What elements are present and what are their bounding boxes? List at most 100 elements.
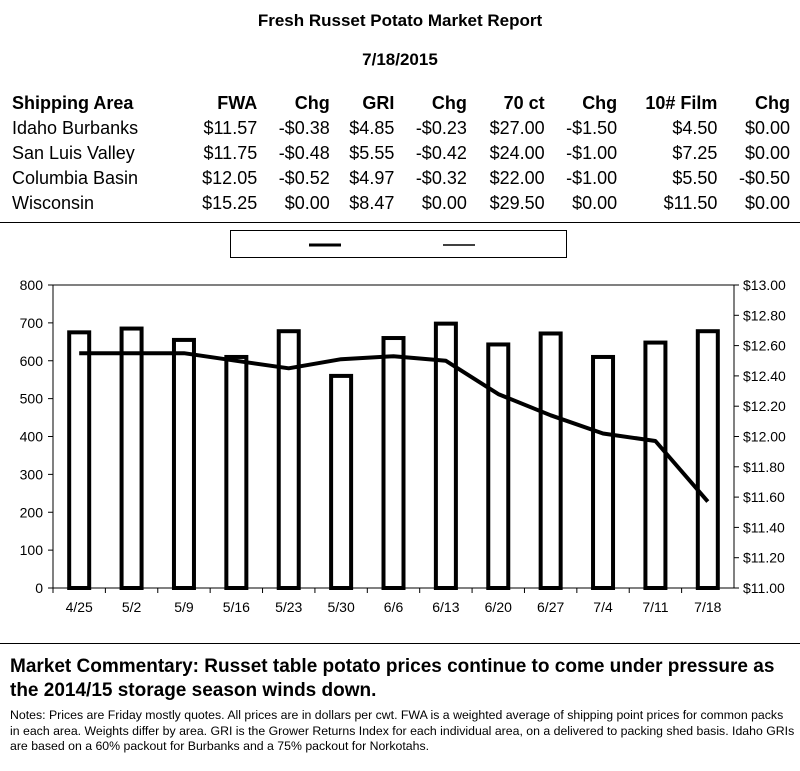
table-cell: $7.25 xyxy=(672,143,718,163)
table-row: Idaho Burbanks $11.57 -$0.38 $4.85 -$0.2… xyxy=(10,116,792,141)
right-axis-tick-label: $12.20 xyxy=(743,398,786,414)
table-cell: -$0.52 xyxy=(278,168,330,188)
x-axis-tick-label: 6/27 xyxy=(537,599,564,615)
table-cell: -$0.38 xyxy=(278,118,330,138)
table-cell: $11.75 xyxy=(203,143,258,163)
table-cell: $15.25 xyxy=(202,193,258,213)
table-cell: $22.00 xyxy=(489,168,545,188)
table-cell: -$1.00 xyxy=(566,143,618,163)
table-header-row: Shipping Area FWA Chg GRI Chg 70 ct Chg … xyxy=(10,91,792,116)
right-axis-tick-label: $11.20 xyxy=(743,550,785,566)
table-cell: $4.85 xyxy=(349,118,395,138)
left-axis-tick-label: 100 xyxy=(20,542,44,558)
right-axis-tick-label: $12.80 xyxy=(743,307,786,323)
table-cell: -$1.00 xyxy=(566,168,618,188)
bar xyxy=(695,329,720,590)
chart-area xyxy=(0,222,800,644)
bar xyxy=(224,354,249,590)
x-axis-tick-label: 4/25 xyxy=(66,599,93,615)
bar xyxy=(171,337,196,591)
bar xyxy=(433,321,458,590)
right-axis-tick-label: $11.60 xyxy=(743,489,785,505)
table-row: Columbia Basin $12.05 -$0.52 $4.97 -$0.3… xyxy=(10,166,792,191)
column-header: FWA xyxy=(217,93,258,113)
right-axis-tick-label: $13.00 xyxy=(743,277,786,293)
table-cell: $11.57 xyxy=(203,118,258,138)
x-axis-tick-label: 5/9 xyxy=(174,599,194,615)
column-header: Chg xyxy=(755,93,790,113)
table-cell: $11.50 xyxy=(663,193,718,213)
market-commentary: Market Commentary: Russet table potato p… xyxy=(10,656,775,701)
bar xyxy=(119,326,144,590)
table-cell: Columbia Basin xyxy=(12,168,139,188)
table-cell: -$0.32 xyxy=(415,168,467,188)
table-row: San Luis Valley $11.75 -$0.48 $5.55 -$0.… xyxy=(10,141,792,166)
left-axis-tick-label: 300 xyxy=(20,466,44,482)
table-cell: $27.00 xyxy=(489,118,545,138)
right-axis-tick-label: $11.40 xyxy=(743,519,785,535)
bar xyxy=(329,373,354,590)
left-axis-tick-label: 700 xyxy=(20,315,44,331)
left-axis-tick-label: 0 xyxy=(35,580,43,596)
table-cell: $5.55 xyxy=(349,143,395,163)
left-axis-tick-label: 600 xyxy=(20,353,44,369)
column-header: Chg xyxy=(431,93,467,113)
bar xyxy=(486,342,511,590)
right-axis-tick-label: $12.00 xyxy=(743,429,786,445)
left-axis-tick-label: 200 xyxy=(20,504,44,520)
x-axis-tick-label: 5/23 xyxy=(275,599,302,615)
x-axis-tick-label: 7/11 xyxy=(642,599,668,615)
price-table: Shipping Area FWA Chg GRI Chg 70 ct Chg … xyxy=(10,91,792,216)
table-cell: -$0.42 xyxy=(415,143,467,163)
table-cell: $24.00 xyxy=(489,143,545,163)
table-cell: $29.50 xyxy=(489,193,545,213)
column-header: 70 ct xyxy=(503,93,545,113)
x-axis-tick-label: 6/13 xyxy=(432,599,459,615)
left-axis-tick-label: 800 xyxy=(20,277,44,293)
x-axis-tick-label: 5/30 xyxy=(327,599,354,615)
report-date: 7/18/2015 xyxy=(362,50,438,69)
bar xyxy=(591,354,616,590)
column-header: Shipping Area xyxy=(12,93,134,113)
column-header: Chg xyxy=(294,93,330,113)
column-header: Chg xyxy=(582,93,618,113)
column-header: GRI xyxy=(362,93,395,113)
x-axis-tick-label: 5/16 xyxy=(223,599,250,615)
table-cell: $4.97 xyxy=(349,168,395,188)
left-axis-tick-label: 500 xyxy=(20,391,44,407)
bar xyxy=(643,340,668,590)
table-cell: -$0.48 xyxy=(278,143,330,163)
table-cell: $0.00 xyxy=(421,193,467,213)
table-cell: Idaho Burbanks xyxy=(12,118,139,138)
bar xyxy=(538,331,563,591)
right-axis-tick-label: $12.60 xyxy=(743,338,786,354)
table-cell: $8.47 xyxy=(349,193,395,213)
bar xyxy=(67,330,92,590)
table-row: Wisconsin $15.25 $0.00 $8.47 $0.00 $29.5… xyxy=(10,191,792,216)
report-title: Fresh Russet Potato Market Report xyxy=(257,11,543,30)
x-axis-tick-label: 5/2 xyxy=(122,599,142,615)
x-axis-tick-label: 7/18 xyxy=(694,599,721,615)
table-cell: San Luis Valley xyxy=(12,143,135,163)
x-axis-tick-label: 6/6 xyxy=(384,599,404,615)
x-axis-tick-label: 6/20 xyxy=(485,599,512,615)
left-axis-tick-label: 400 xyxy=(20,429,44,445)
bar xyxy=(381,336,406,590)
right-axis-tick-label: $12.40 xyxy=(743,368,786,384)
table-cell: $0.00 xyxy=(284,193,330,213)
table-cell: $5.50 xyxy=(672,168,718,188)
legend-swatches xyxy=(309,243,475,247)
table-cell: $0.00 xyxy=(744,193,790,213)
x-axis-tick-label: 7/4 xyxy=(593,599,613,615)
chart-legend xyxy=(230,230,567,258)
table-cell: $12.05 xyxy=(202,168,258,188)
right-axis-tick-label: $11.00 xyxy=(743,580,785,596)
report-notes: Notes: Prices are Friday mostly quotes. … xyxy=(10,708,795,753)
table-cell: $0.00 xyxy=(744,143,790,163)
bar xyxy=(276,329,301,590)
column-header: 10# Film xyxy=(645,93,718,113)
fwa-price-line xyxy=(79,351,710,503)
table-cell: Wisconsin xyxy=(12,193,95,213)
right-axis-tick-label: $11.80 xyxy=(743,459,785,475)
